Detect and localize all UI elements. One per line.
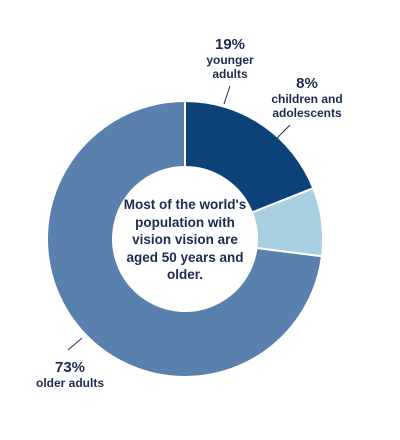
slice-pct-younger-adults: 19% xyxy=(214,36,246,53)
slice-label-older-adults: 73% older adults xyxy=(22,359,118,391)
slice-label-children: 8% children and adolescents xyxy=(262,75,352,121)
slice-pct-children: 8% xyxy=(296,75,318,92)
leader-line-older-adults xyxy=(67,337,83,351)
center-text: Most of the world's population with visi… xyxy=(123,197,247,282)
slice-name-children: children and adolescents xyxy=(271,92,343,120)
slice-name-older-adults: older adults xyxy=(35,376,104,390)
donut-slice-older-adults xyxy=(46,99,324,378)
leader-line-children xyxy=(276,124,291,139)
slice-pct-older-adults: 73% xyxy=(54,359,86,376)
leader-line-younger-adults xyxy=(223,85,231,105)
slice-name-younger-adults: younger adults xyxy=(206,53,254,81)
slice-label-younger-adults: 19% younger adults xyxy=(190,36,270,82)
